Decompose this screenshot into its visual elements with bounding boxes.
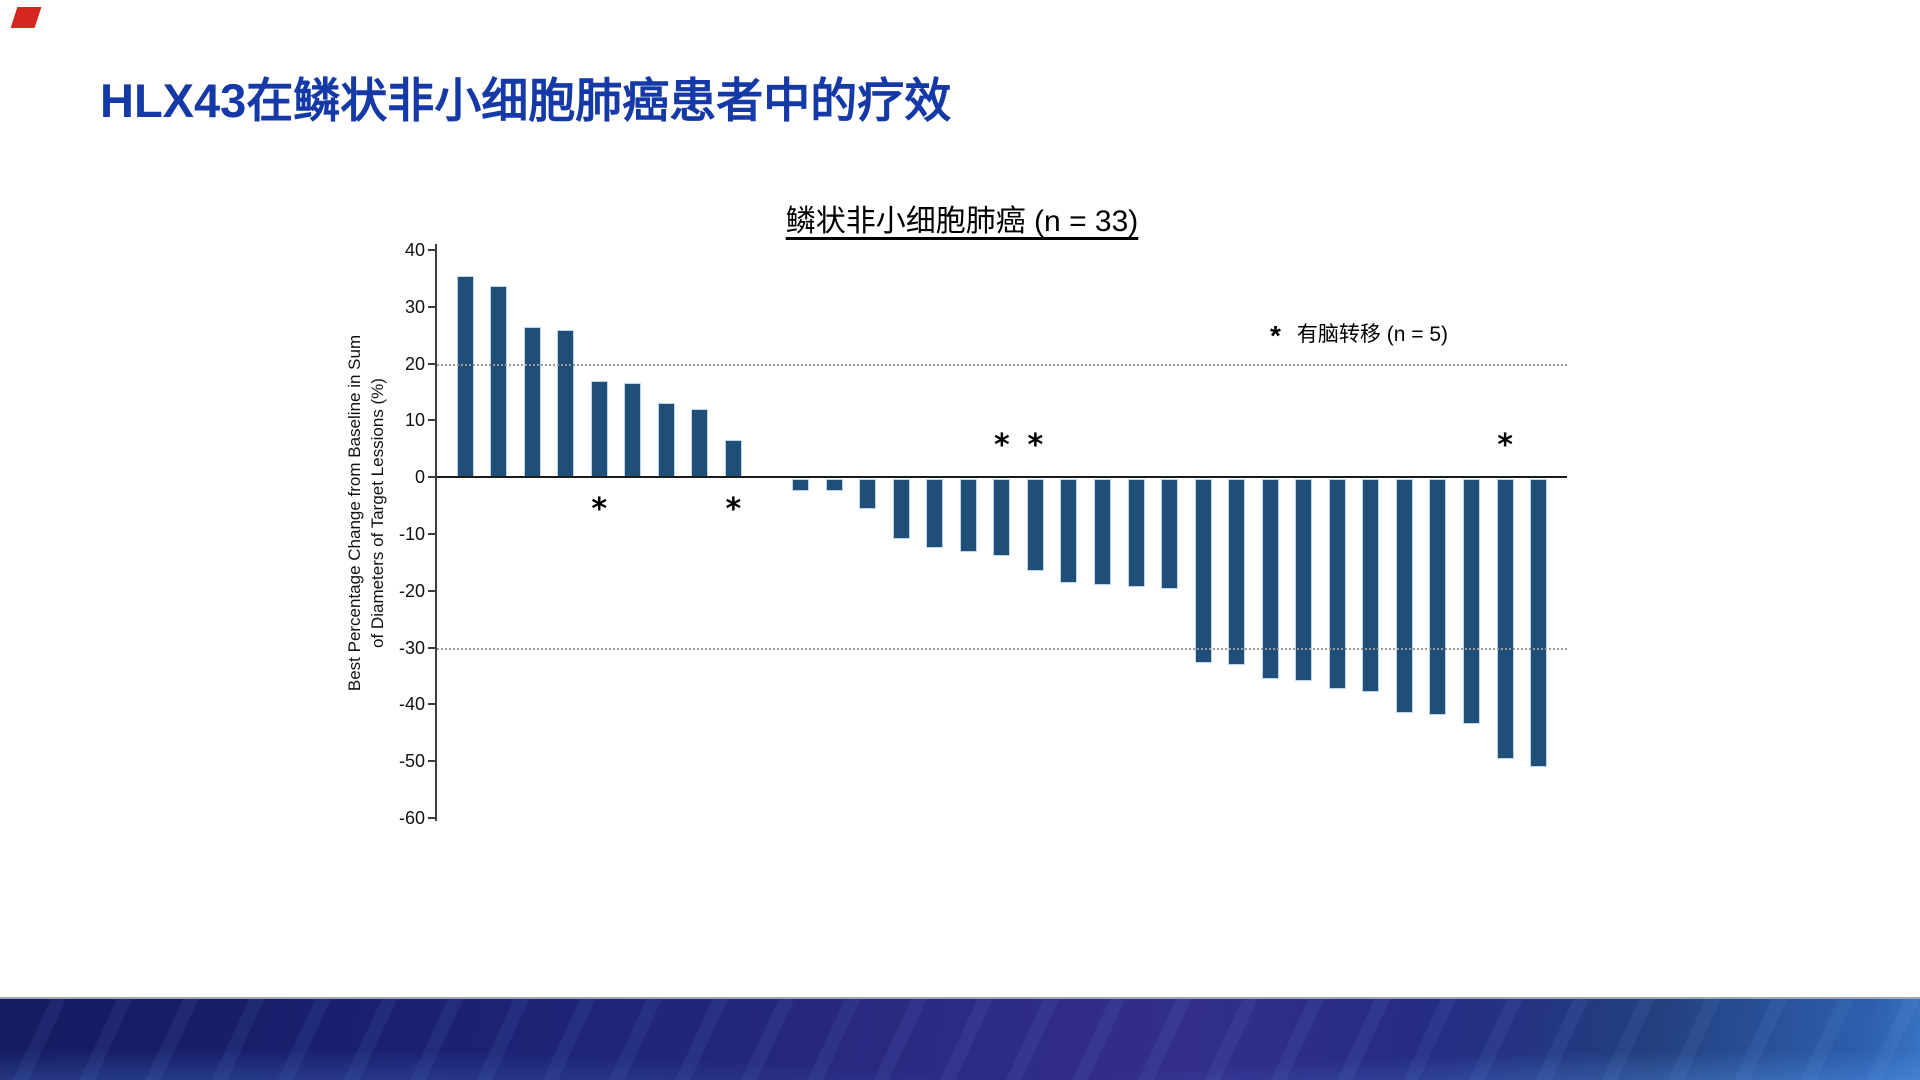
footer-banner: FORGING THE FUTURE 开创未来 国际肺癌前沿及创新论坛 INTE… [0,997,1920,1080]
patient-bar [456,276,474,478]
y-tick-mark [428,817,435,819]
y-tick-label: 40 [404,240,425,260]
patient-bar [590,380,608,478]
y-tick-mark [428,760,435,763]
patient-bar [1261,479,1279,679]
patient-bar [1463,479,1480,724]
patient-bar [792,479,809,492]
waterfall-plot: 40 30 20 10 0 -10 -20 -30 -40 -50 -60 * * * * * [399,240,1570,828]
y-tick-label: -30 [398,637,425,658]
y-tick-label: -50 [398,751,425,772]
patient-bar [490,286,508,478]
y-tick-label: -10 [398,524,425,544]
brain-metastasis-asterisk: * [993,428,1010,464]
patient-bar [825,479,843,492]
patient-bar [624,382,642,478]
y-tick-mark [428,362,435,365]
legend-label: 有脑转移 (n = 5) [1296,323,1449,346]
patient-bar [1194,479,1212,664]
y-tick-label: -60 [398,808,425,828]
patient-bar [1093,479,1111,586]
patient-bar [657,402,675,478]
patient-bar [691,409,709,478]
patient-bar [1530,479,1548,767]
brain-metastasis-asterisk: * [591,492,608,528]
y-tick-label: -40 [398,694,425,715]
patient-bar [1328,479,1346,689]
patient-bar [1228,479,1246,666]
patient-bar [1362,479,1380,692]
y-tick-label: 0 [414,467,425,488]
y-tick-mark [428,703,435,706]
patient-bar [1295,479,1313,681]
patient-bar [1026,479,1044,571]
y-tick-label: 10 [404,410,425,431]
patient-bar [1395,479,1413,714]
slide-title: HLX43在鳞状非小细胞肺癌患者中的疗效 [100,74,952,127]
asterisk-legend-marker: * [1270,320,1281,351]
red-corner-logo-mark [10,7,42,28]
patient-bar [1429,479,1447,716]
patient-bar [1127,479,1145,588]
dotted-reference-line [437,363,1567,366]
y-tick-label: 30 [404,296,425,317]
y-tick-mark [428,476,435,479]
patient-bar [892,479,910,540]
patient-bar [724,439,742,478]
y-tick-mark [428,419,435,422]
patient-bar [859,479,877,510]
patient-bar [523,326,541,478]
patient-bar [1161,479,1179,590]
chart-title: 鳞状非小细胞肺癌 (n = 33) [785,205,1139,238]
y-tick-mark [428,305,435,308]
y-axis-line [435,244,437,821]
patient-bar [1060,479,1078,584]
patient-bar [926,479,944,549]
y-axis-label-line1: Best Percentage Change from Baseline in … [345,334,364,692]
y-tick-mark [428,589,435,592]
y-tick-mark [428,646,435,649]
brain-metastasis-asterisk: * [725,492,742,528]
patient-bar [993,479,1011,557]
brain-metastasis-legend: * 有脑转移 (n = 5) [1270,318,1448,352]
zero-baseline [437,476,1567,478]
y-tick-label: -20 [398,580,425,601]
dotted-reference-line [437,647,1567,650]
brain-metastasis-asterisk: * [1497,428,1513,464]
y-tick-mark [428,249,435,251]
patient-bar [1496,479,1514,760]
y-tick-mark [428,533,435,535]
patient-bar [557,329,575,478]
brain-metastasis-asterisk: * [1027,428,1044,464]
patient-bar [959,479,977,553]
y-tick-label: 20 [404,353,425,374]
